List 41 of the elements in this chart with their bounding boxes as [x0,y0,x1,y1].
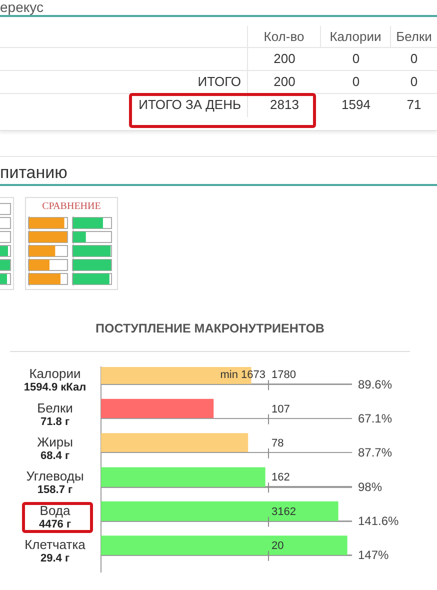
x-tick-label: Белки [396,29,432,44]
data-label: 71 [406,97,422,112]
bar [101,467,266,487]
data-label: 200 [274,51,296,66]
annotation: 107 [272,403,290,416]
data-label: 0 [410,74,418,89]
data-label: 67.1% [358,412,392,426]
chart-subtitle: СРАВНЕНИЕ [42,201,101,212]
data-label: 141.6% [358,514,400,528]
y-tick-label: ИТОГО ЗА ДЕНЬ [138,97,241,112]
data-label: 0 [352,74,360,89]
chart-title: ПОСТУПЛЕНИЕ МАКРОНУТРИЕНТОВ [96,321,324,336]
data-label: 87.7% [358,446,392,460]
x-tick-label: Кол-во [264,29,304,44]
data-label: 147% [358,548,390,562]
text: ерекус [0,0,44,15]
bar [101,398,214,419]
data-label: 98% [358,480,382,494]
x-tick-label: Калории [330,29,382,44]
y-tick-label: Белки 71.8 г [37,400,73,428]
y-tick-label: Жиры 68.4 г [37,434,73,462]
data-label: 0 [410,51,418,66]
chart-title: питанию [0,163,68,182]
annotation: 1780 [272,369,296,382]
data-label: 200 [274,74,296,89]
data-label: 1594 [342,97,370,112]
data-label: 2813 [270,97,299,112]
y-tick-label: ИТОГО [198,74,241,89]
data-label: 0 [352,51,360,66]
data-label: 89.6% [358,377,392,392]
annotation: 162 [272,472,290,484]
annotation: 78 [272,437,284,450]
y-tick-label: Вода 4476 г [38,502,72,530]
bar [101,433,248,453]
bar [101,501,338,522]
y-tick-label: Клетчатка 29.4 г [24,536,86,564]
annotation: 20 [272,540,284,552]
bar [101,536,348,556]
y-tick-label: Углеводы 158.7 г [26,468,84,496]
y-tick-label: Калории 1594.9 кКал [24,366,86,394]
annotation: 3162 [272,506,296,518]
